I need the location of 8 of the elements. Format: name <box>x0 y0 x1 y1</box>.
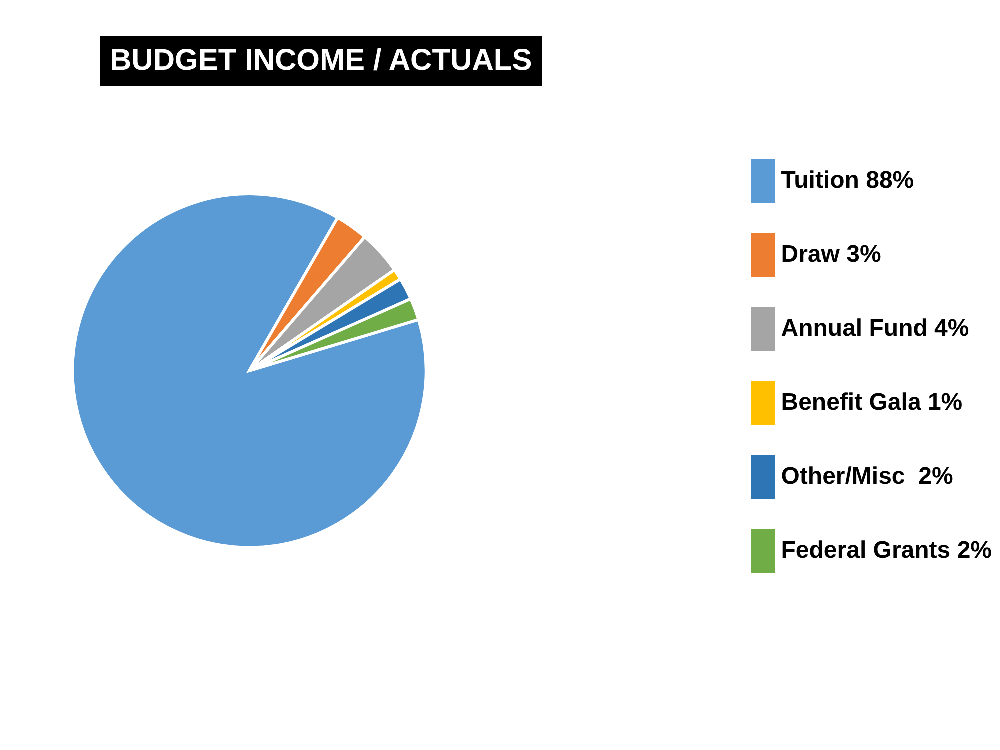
legend-label: Federal Grants 2% <box>781 537 992 565</box>
legend-label: Benefit Gala 1% <box>781 389 963 417</box>
pie-slice <box>71 192 428 549</box>
legend-label: Tuition 88% <box>781 167 914 195</box>
legend-label: Draw 3% <box>781 241 882 269</box>
chart-title: BUDGET INCOME / ACTUALS <box>100 36 542 86</box>
legend-label: Annual Fund 4% <box>781 315 970 343</box>
legend-label: Other/Misc 2% <box>781 463 954 491</box>
